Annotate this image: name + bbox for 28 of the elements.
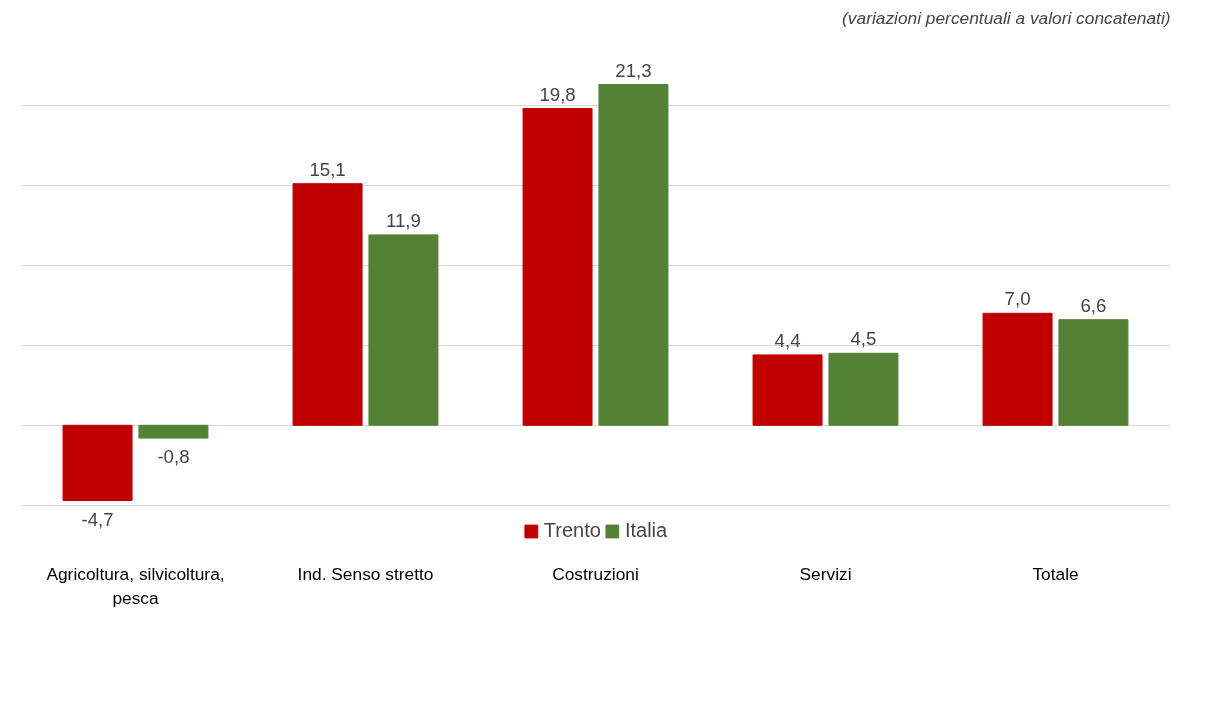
bar <box>828 352 899 426</box>
legend-label: Trento <box>543 519 601 542</box>
data-label: 21,3 <box>615 59 652 81</box>
bar <box>522 108 593 426</box>
bar <box>368 234 439 426</box>
data-label: 11,9 <box>385 209 421 231</box>
bar <box>292 183 363 426</box>
data-label: -0,8 <box>157 446 190 468</box>
x-tick-label: Totale <box>1032 563 1079 584</box>
data-label: 19,8 <box>539 83 576 105</box>
bar <box>598 84 669 426</box>
bar <box>62 424 133 501</box>
data-label: 6,6 <box>1080 294 1107 316</box>
x-tick-label: Ind. Senso stretto <box>297 563 434 584</box>
data-label: 4,5 <box>850 328 877 350</box>
x-tick-label: Costruzioni <box>552 563 639 584</box>
x-tick-label: Agricoltura, silvicoltura, pesca <box>46 563 225 608</box>
data-label: 15,1 <box>309 158 346 180</box>
x-tick-label: Servizi <box>799 563 852 584</box>
data-label: 7,0 <box>1004 288 1031 310</box>
legend-label: Italia <box>624 519 668 542</box>
data-label: -4,7 <box>81 508 114 530</box>
bar <box>1058 319 1129 426</box>
bar <box>982 312 1053 426</box>
bar <box>752 354 823 426</box>
text: (variazioni percentuali a valori concatenati) <box>842 7 1171 28</box>
bar <box>138 424 209 439</box>
data-label: 4,4 <box>774 329 801 351</box>
